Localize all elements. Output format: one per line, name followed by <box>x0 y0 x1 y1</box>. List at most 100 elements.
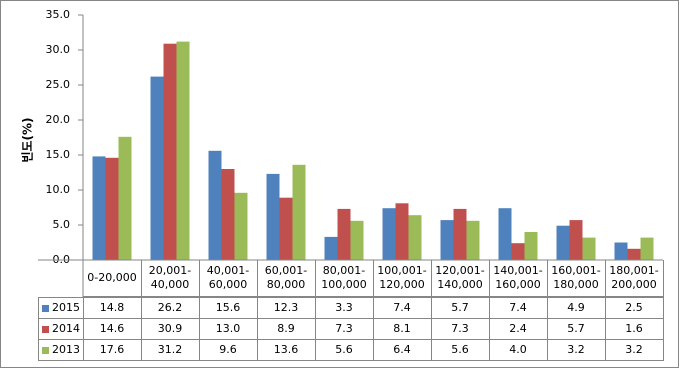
x-tick-label-text: 140,001-160,000 <box>493 264 543 291</box>
data-table-value-text: 30.9 <box>157 322 183 335</box>
bar <box>350 220 364 260</box>
data-table-value: 5.6 <box>315 339 374 361</box>
bar <box>627 248 641 260</box>
bar <box>118 136 132 260</box>
x-tick-label: 80,001-100,000 <box>315 260 374 297</box>
bar <box>524 232 538 260</box>
data-table-value: 30.9 <box>141 318 200 340</box>
bar <box>408 215 422 260</box>
data-table-value-text: 9.6 <box>219 343 237 356</box>
legend-key <box>42 346 49 354</box>
data-table-value-text: 7.3 <box>451 322 469 335</box>
data-table-value: 31.2 <box>141 339 200 361</box>
data-table-value: 2.4 <box>489 318 548 340</box>
data-table-value-text: 3.2 <box>625 343 643 356</box>
data-table-value-text: 4.9 <box>567 301 585 314</box>
legend-entry-text: 2015 <box>52 301 80 314</box>
x-tick-label-text: 120,001-140,000 <box>435 264 485 291</box>
legend-entry: 2014 <box>38 318 84 340</box>
data-table-value: 1.6 <box>605 318 664 340</box>
data-table-value-text: 5.7 <box>567 322 585 335</box>
data-table-value-text: 5.6 <box>335 343 353 356</box>
bar <box>337 208 351 260</box>
data-table-value: 3.2 <box>605 339 664 361</box>
data-table-value-text: 17.6 <box>99 343 125 356</box>
data-table-value-text: 8.1 <box>393 322 411 335</box>
bar <box>440 220 454 260</box>
data-table-value: 5.7 <box>547 318 606 340</box>
y-tick-label: 10.0 <box>46 183 71 196</box>
data-table-value: 7.3 <box>431 318 490 340</box>
bar <box>556 225 570 260</box>
bar <box>292 164 306 260</box>
x-tick-label-text: 160,001-180,000 <box>551 264 601 291</box>
data-table-value: 13.6 <box>257 339 316 361</box>
y-tick-label: 20.0 <box>46 113 71 126</box>
data-table-value-text: 2.5 <box>625 301 643 314</box>
bar <box>221 169 235 260</box>
y-tick-label: 15.0 <box>46 148 71 161</box>
bar <box>234 192 248 260</box>
x-tick-label: 140,001-160,000 <box>489 260 548 297</box>
bar <box>150 76 164 260</box>
bar <box>640 237 654 260</box>
y-tick-label: 5.0 <box>53 218 71 231</box>
data-table-value-text: 7.3 <box>335 322 353 335</box>
bar <box>453 208 467 260</box>
data-table-value: 13.0 <box>199 318 258 340</box>
legend-entry-text: 2013 <box>52 343 80 356</box>
data-table-value-text: 13.0 <box>215 322 241 335</box>
data-table-value-text: 7.4 <box>509 301 527 314</box>
data-table-value-text: 5.6 <box>451 343 469 356</box>
bar <box>324 236 338 260</box>
data-table-value: 12.3 <box>257 297 316 319</box>
data-table-value: 5.6 <box>431 339 490 361</box>
data-table-value-text: 14.8 <box>99 301 125 314</box>
data-table-value: 14.8 <box>83 297 142 319</box>
data-table-value-text: 15.6 <box>215 301 241 314</box>
x-tick-label-text: 180,001-200,000 <box>609 264 659 291</box>
x-tick-label-text: 60,001-80,000 <box>264 264 308 291</box>
x-tick-label: 100,001-120,000 <box>373 260 432 297</box>
data-table-value-text: 31.2 <box>157 343 183 356</box>
data-table-value: 9.6 <box>199 339 258 361</box>
x-tick-label-text: 80,001-100,000 <box>321 264 367 291</box>
data-table-value-text: 12.3 <box>273 301 299 314</box>
y-tick-label: 25.0 <box>46 78 71 91</box>
bar <box>105 157 119 260</box>
x-tick-label: 120,001-140,000 <box>431 260 490 297</box>
legend-entry-text: 2014 <box>52 322 80 335</box>
bar <box>266 173 280 260</box>
data-table-value-text: 13.6 <box>273 343 299 356</box>
data-table-value: 26.2 <box>141 297 200 319</box>
x-tick-label: 60,001-80,000 <box>257 260 316 297</box>
x-tick-label: 0-20,000 <box>83 260 142 297</box>
bar <box>176 41 190 260</box>
data-table-value: 8.9 <box>257 318 316 340</box>
data-table-value: 2.5 <box>605 297 664 319</box>
bar <box>208 150 222 260</box>
x-tick-label-text: 20,001-40,000 <box>148 264 192 291</box>
legend-key <box>42 304 49 312</box>
y-tick-label: 30.0 <box>46 43 71 56</box>
y-axis-label: 빈도(%) <box>20 117 35 162</box>
data-table-value: 3.2 <box>547 339 606 361</box>
x-tick-label-text: 40,001-60,000 <box>206 264 250 291</box>
data-table-value: 6.4 <box>373 339 432 361</box>
legend-key <box>42 325 49 333</box>
data-table-value: 7.4 <box>373 297 432 319</box>
data-table-value-text: 1.6 <box>625 322 643 335</box>
bar <box>511 243 525 260</box>
bar <box>466 220 480 260</box>
data-table-value-text: 7.4 <box>393 301 411 314</box>
bar <box>582 237 596 260</box>
bar <box>569 220 583 260</box>
bar <box>498 208 512 260</box>
y-tick-label: 35.0 <box>46 8 71 21</box>
legend-entry: 2013 <box>38 339 84 361</box>
x-tick-label: 40,001-60,000 <box>199 260 258 297</box>
data-table-value: 7.4 <box>489 297 548 319</box>
x-tick-label: 180,001-200,000 <box>605 260 664 297</box>
data-table-value-text: 8.9 <box>277 322 295 335</box>
